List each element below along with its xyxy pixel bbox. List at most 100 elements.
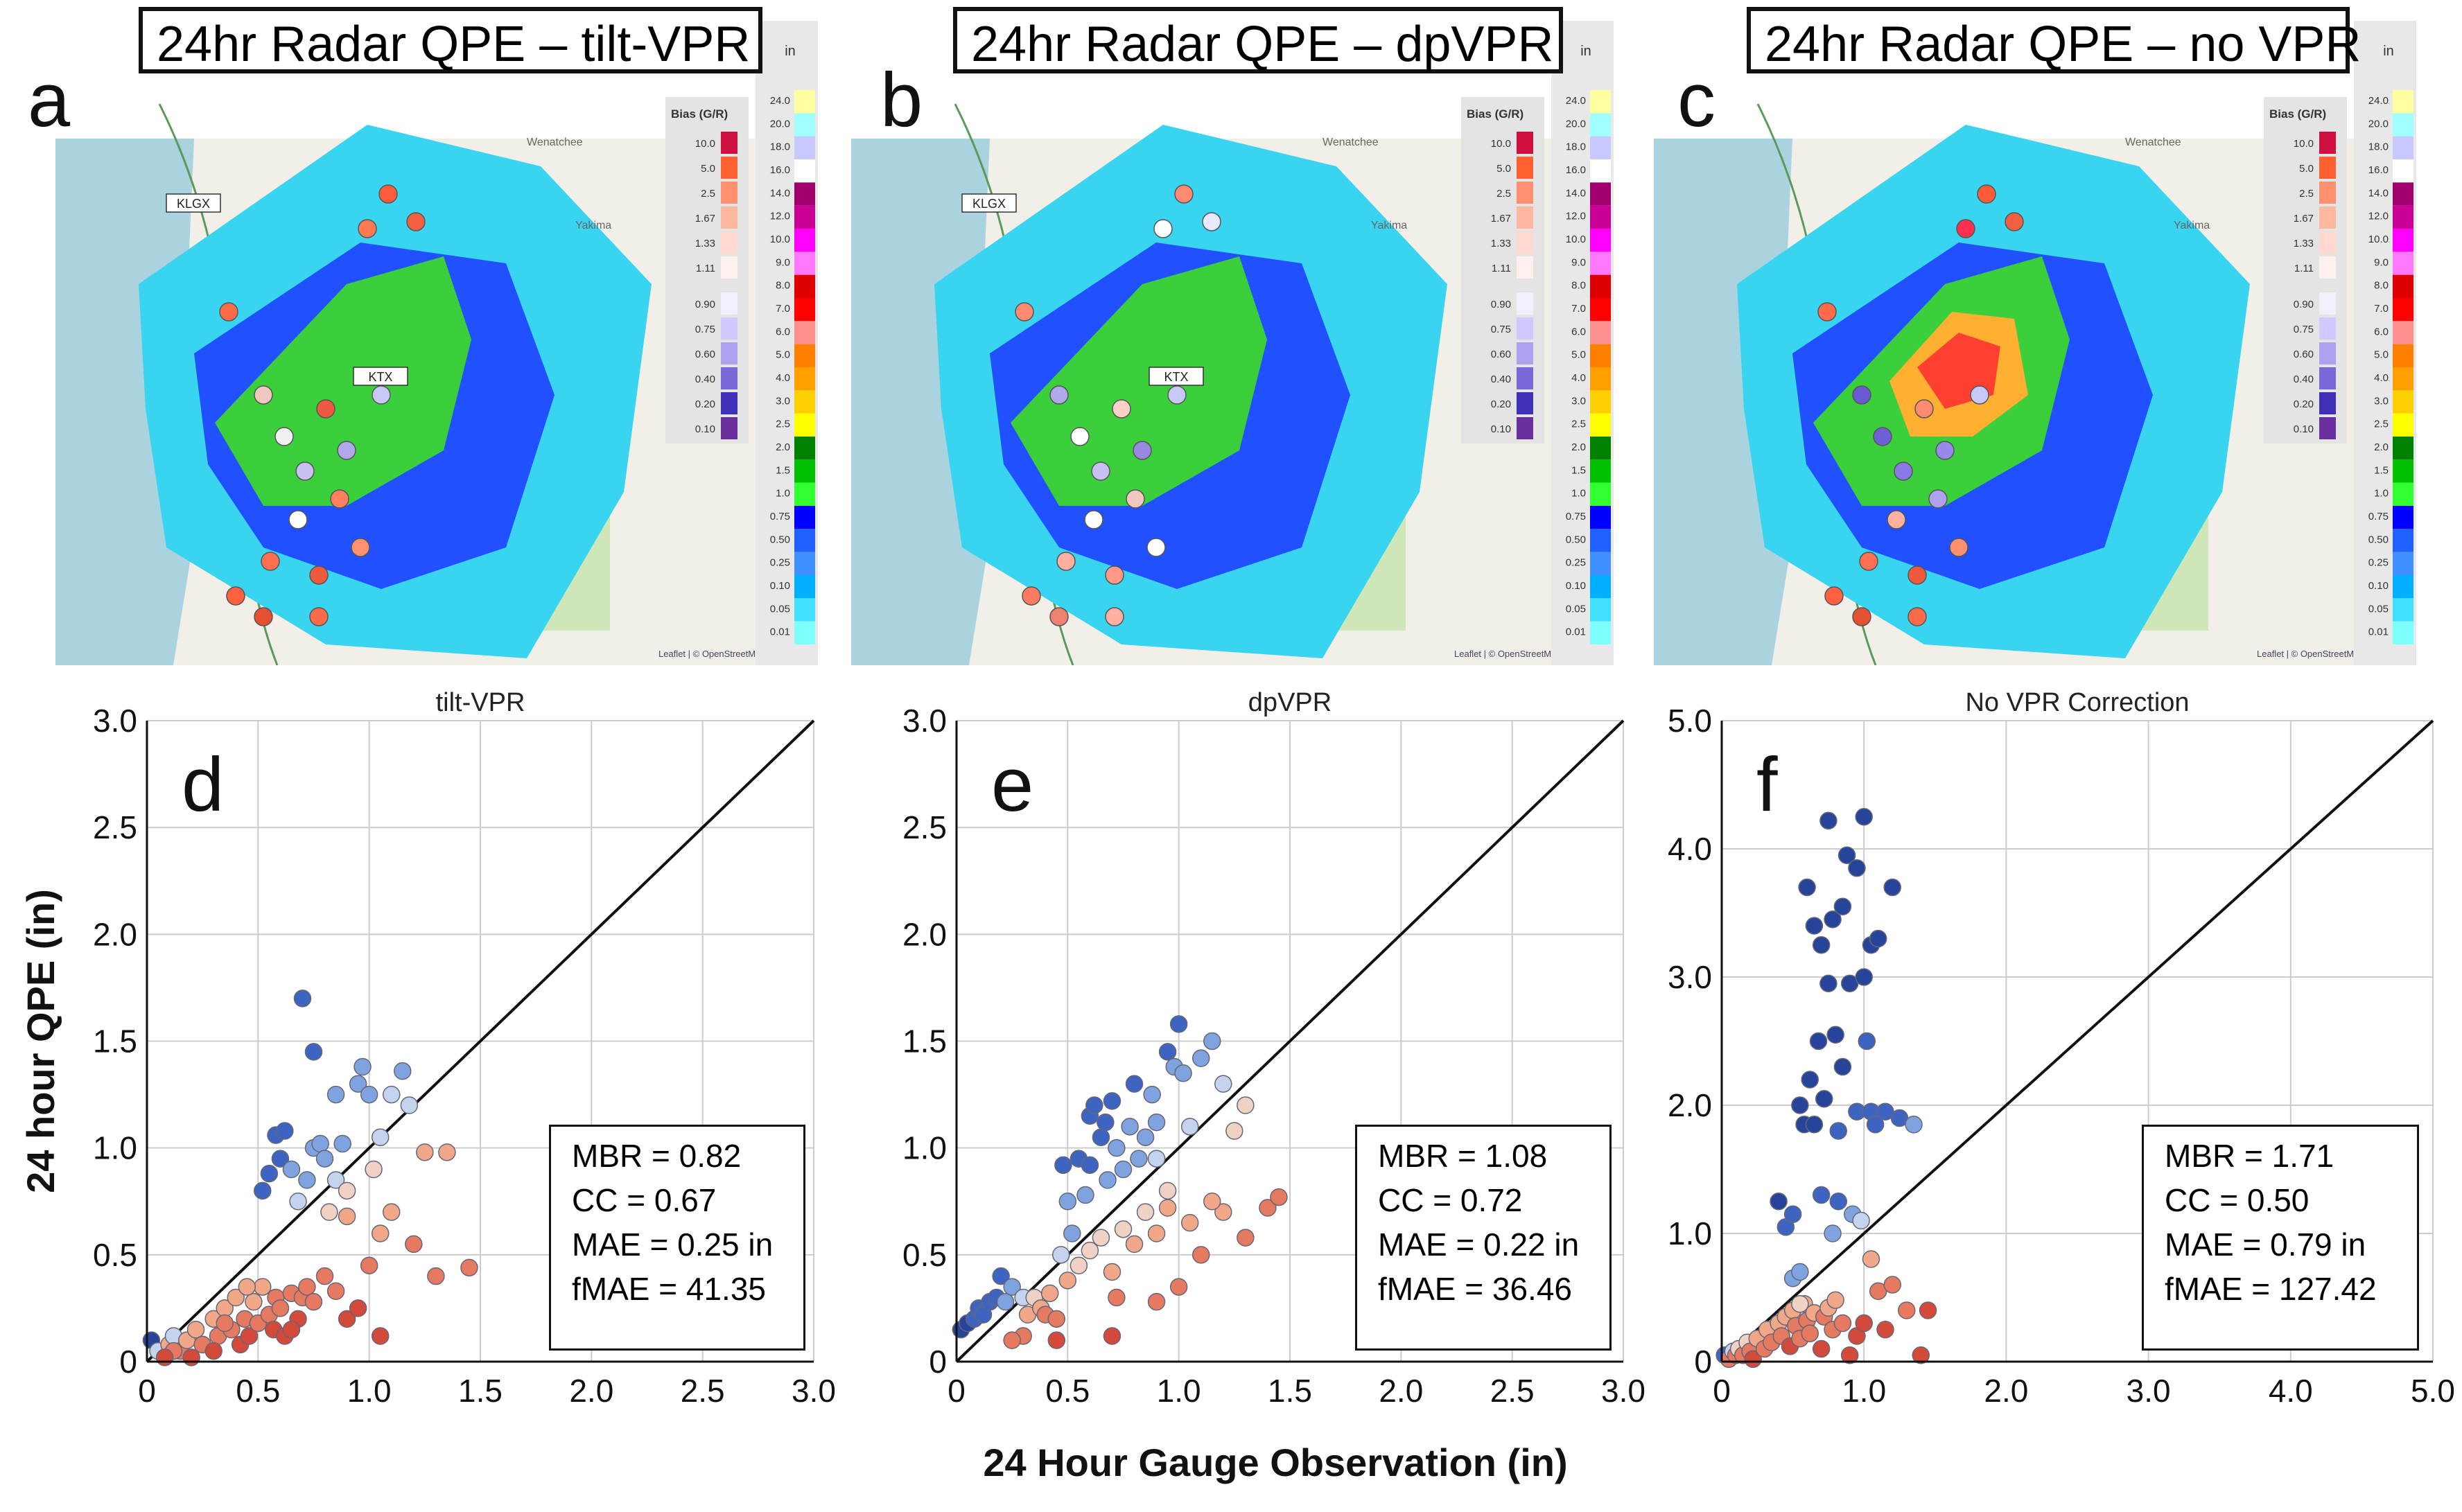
data-point	[1214, 1075, 1232, 1093]
bias-swatch	[2319, 392, 2336, 414]
scatter-panel-e: 0 0.5 1.0 1.5 2.0 2.5 3.0 0 0.5 1.0 1.5 2.0 2.5 3.0 dp…	[902, 688, 1645, 1409]
bias-legend-label: 1.33	[695, 238, 715, 249]
x-tick-label: 2.5	[681, 1373, 725, 1409]
precip-swatch	[794, 136, 815, 159]
gauge-dot	[1049, 607, 1069, 626]
data-point	[438, 1143, 456, 1161]
x-tick-label: 1.0	[1842, 1373, 1886, 1409]
data-point	[1833, 1057, 1852, 1076]
gauge-dot	[330, 489, 349, 509]
gauge-dot	[1907, 565, 1927, 585]
x-tick-label: 2.5	[1490, 1373, 1535, 1409]
precip-swatch	[2393, 205, 2413, 229]
bias-legend-label: 0.60	[2294, 349, 2314, 360]
stat-mae: MAE = 0.79 in	[2165, 1227, 2366, 1263]
precip-legend-label: 0.01	[1566, 626, 1586, 638]
precip-legend-label: 16.0	[2368, 164, 2389, 176]
data-point	[333, 1134, 351, 1153]
bias-legend-label: 0.10	[2294, 423, 2314, 435]
precip-legend-label: 0.05	[770, 603, 790, 615]
precip-swatch	[794, 113, 815, 137]
radar-label-text: KLGX	[177, 197, 210, 211]
data-point	[1180, 1118, 1199, 1136]
gauge-dot	[261, 552, 280, 571]
radar-label-b: KTX	[353, 367, 408, 386]
precip-swatch	[2393, 482, 2413, 506]
gauge-dot	[1949, 538, 1968, 557]
bias-swatch	[1517, 417, 1533, 439]
stat-fmae: fMAE = 127.42	[2165, 1271, 2377, 1307]
data-point	[1866, 1116, 1885, 1134]
bias-legend-label: 2.5	[2299, 188, 2314, 200]
map-attribution: Leaflet | © OpenStreetMap	[2257, 649, 2364, 659]
data-point	[1809, 1032, 1828, 1051]
data-point	[1791, 1263, 1809, 1281]
bias-legend-label: 0.20	[2294, 398, 2314, 410]
precip-swatch	[794, 413, 815, 437]
data-point	[1855, 808, 1873, 826]
bias-legend-label: 1.67	[1491, 213, 1511, 225]
precip-swatch	[794, 252, 815, 275]
stat-mbr: MBR = 0.82	[572, 1138, 742, 1174]
precip-legend-label: 0.50	[770, 534, 790, 545]
bias-swatch	[2319, 292, 2336, 315]
data-point	[1237, 1229, 1255, 1247]
precip-legend-label: 6.0	[2374, 326, 2389, 337]
precip-swatch	[1590, 274, 1611, 298]
data-point	[1147, 1292, 1166, 1311]
precip-legend-unit: in	[785, 44, 796, 59]
data-point	[1824, 911, 1842, 929]
radar-map: Wenatchee Yakima Leaflet | © OpenStreetMap…	[1654, 21, 2416, 665]
data-point	[1103, 1092, 1121, 1110]
y-tick-label: 5.0	[1668, 703, 1712, 739]
x-tick-label: 4.0	[2269, 1373, 2313, 1409]
gauge-dot	[1935, 441, 1955, 460]
stat-cc: CC = 0.72	[1378, 1182, 1523, 1218]
precip-swatch	[1590, 390, 1611, 414]
bias-legend: Bias (G/R) 10.0 5.0 2.5 1.67 1.33 1.11 0.90 0.75…	[2264, 97, 2347, 443]
precip-legend-label: 10.0	[770, 234, 790, 245]
data-point	[1003, 1331, 1021, 1349]
gauge-dot	[309, 607, 329, 626]
data-point	[1791, 1096, 1809, 1114]
bias-swatch	[721, 157, 737, 179]
data-point	[227, 1288, 245, 1307]
precip-swatch	[2393, 598, 2413, 622]
map-panel-a: KLGX KTX Wenatchee Yakima Leaflet | © OpenSt…	[55, 21, 818, 665]
precip-legend-label: 0.25	[1566, 557, 1586, 569]
precip-legend-label: 0.01	[2368, 626, 2389, 638]
radar-label-text: KLGX	[972, 197, 1006, 211]
data-point	[304, 1292, 323, 1311]
precip-swatch	[794, 529, 815, 552]
bias-legend-label: 0.75	[2294, 324, 2314, 335]
bias-swatch	[2319, 417, 2336, 439]
bias-swatch	[2319, 317, 2336, 340]
precip-swatch	[2393, 413, 2413, 437]
radar-label-a: KLGX	[166, 193, 221, 213]
precip-swatch	[1590, 113, 1611, 137]
precip-swatch	[2393, 252, 2413, 275]
y-tick-label: 1.0	[93, 1130, 137, 1166]
precip-swatch	[794, 506, 815, 529]
radar-label-box	[166, 193, 221, 213]
bias-swatch	[721, 206, 737, 229]
gauge-dot	[351, 538, 370, 557]
data-point	[1833, 897, 1852, 915]
map-panel-b: KLGX KTX Wenatchee Yakima Leaflet | © OpenSt…	[851, 21, 1614, 665]
bias-swatch	[2319, 367, 2336, 389]
y-tick-label: 2.5	[902, 809, 947, 845]
gauge-dot	[274, 427, 294, 446]
gauge-dot	[1907, 607, 1927, 626]
data-point	[1047, 1331, 1066, 1349]
gauge-dot	[1126, 489, 1145, 509]
precip-swatch	[794, 344, 815, 367]
panel-letter: f	[1756, 742, 1778, 827]
precip-legend-label: 5.0	[776, 349, 790, 361]
gauge-dot	[1956, 219, 1975, 238]
stat-cc: CC = 0.67	[572, 1182, 717, 1218]
data-point	[349, 1299, 367, 1317]
precip-legend-label: 3.0	[2374, 395, 2389, 407]
precip-legend-label: 0.10	[2368, 580, 2389, 592]
data-point	[1054, 1156, 1072, 1175]
bias-legend-label: 0.60	[695, 349, 715, 360]
